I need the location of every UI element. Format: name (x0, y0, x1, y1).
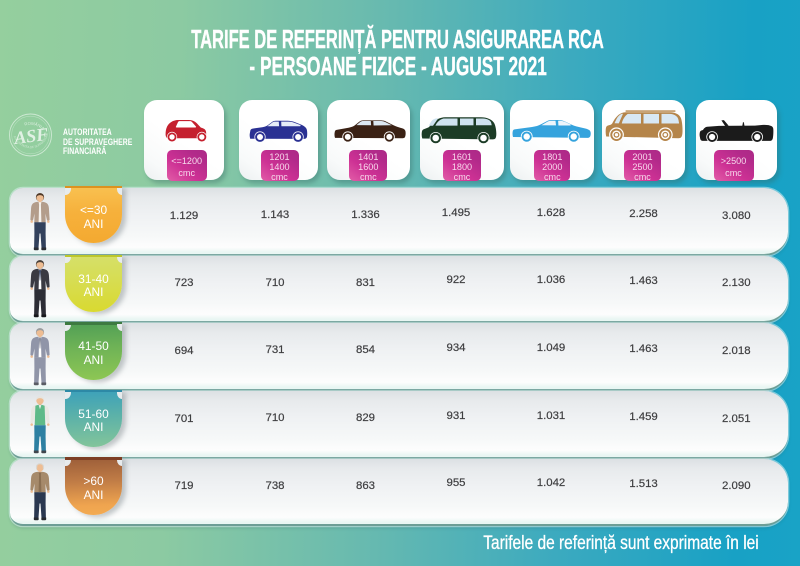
svg-text:ROMÂNIA: ROMÂNIA (24, 121, 46, 131)
svg-text:ASF: ASF (12, 124, 49, 148)
